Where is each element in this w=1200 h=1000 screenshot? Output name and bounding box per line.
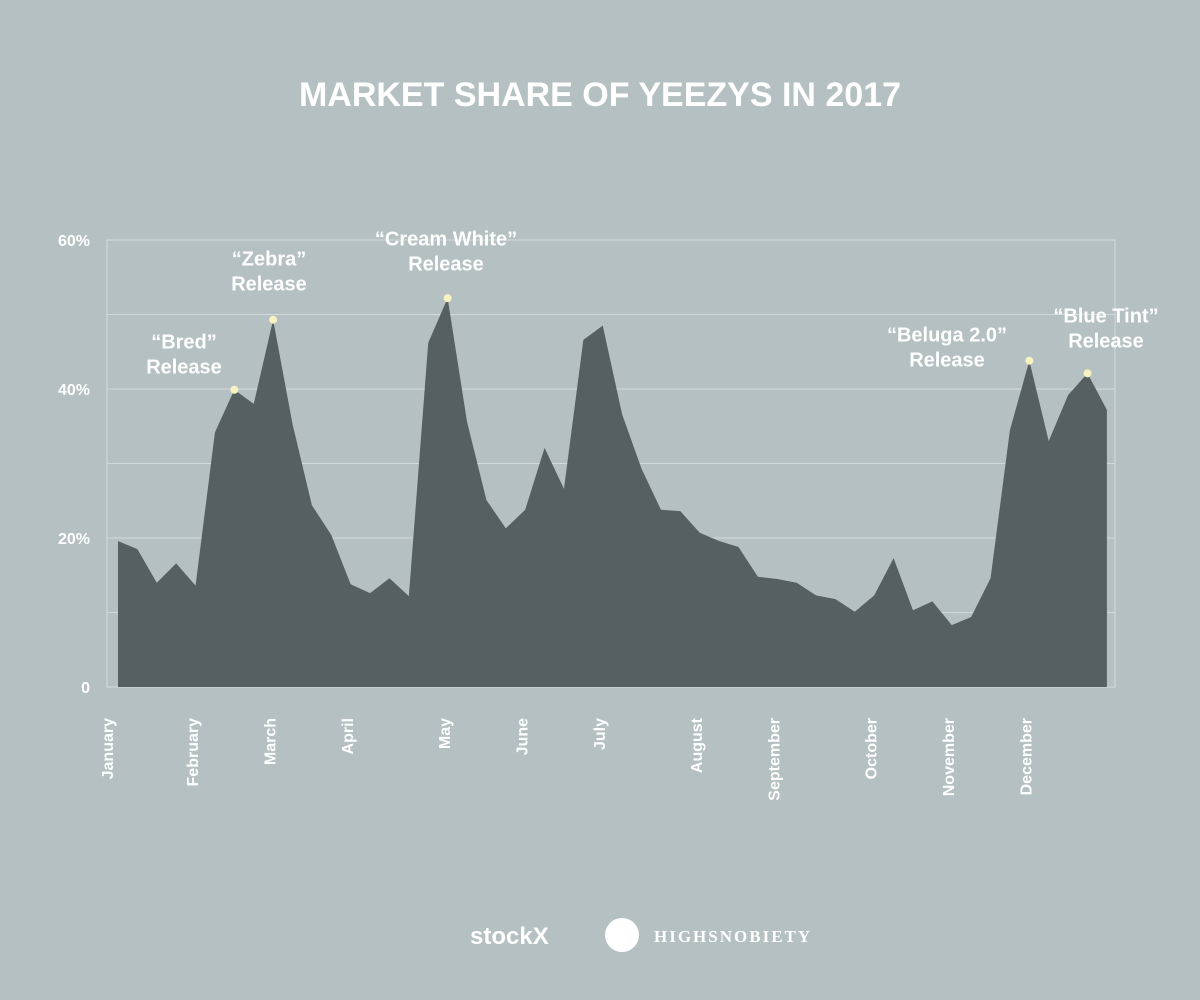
logos: stockX HIGHSNOBIETY — [470, 918, 812, 952]
x-tick-label: May — [437, 718, 454, 749]
annotation: Release — [231, 273, 307, 295]
highlight-dot — [443, 294, 452, 303]
y-tick-label: 40% — [58, 382, 90, 399]
x-tick-label: October — [863, 718, 880, 779]
annotation: Release — [909, 349, 985, 371]
annotation: Release — [1068, 330, 1144, 352]
annotation: Release — [408, 253, 484, 275]
y-tick-label: 60% — [58, 233, 90, 250]
x-tick-label: November — [941, 718, 958, 796]
logo-icon — [605, 918, 639, 952]
y-tick-label: 20% — [58, 531, 90, 548]
x-tick-label: April — [340, 718, 357, 754]
logo-stockx: stockX — [470, 923, 549, 950]
annotation: “Blue Tint” — [1053, 305, 1158, 327]
y-tick-label: 0 — [81, 680, 90, 697]
chart-title: MARKET SHARE OF YEEZYS IN 2017 — [299, 76, 901, 114]
logo-highsnobiety: HIGHSNOBIETY — [654, 927, 812, 946]
highlight-dot — [269, 315, 278, 324]
area — [118, 298, 1107, 687]
x-tick-label: September — [766, 718, 783, 801]
x-tick-label: January — [100, 718, 117, 779]
x-tick-label: December — [1019, 718, 1036, 795]
annotation: “Beluga 2.0” — [887, 324, 1007, 346]
annotation: Release — [146, 356, 222, 378]
x-tick-label: February — [185, 718, 202, 787]
annotation: “Zebra” — [232, 248, 306, 270]
highlight-dot — [1083, 369, 1092, 378]
annotation: “Cream White” — [375, 228, 517, 250]
highlight-dot — [1025, 356, 1034, 365]
x-tick-label: July — [592, 718, 609, 750]
x-tick-label: August — [689, 717, 706, 773]
x-tick-label: March — [262, 718, 279, 765]
highlight-dot — [230, 385, 239, 394]
x-tick-label: June — [514, 718, 531, 755]
annotation: “Bred” — [151, 331, 217, 353]
